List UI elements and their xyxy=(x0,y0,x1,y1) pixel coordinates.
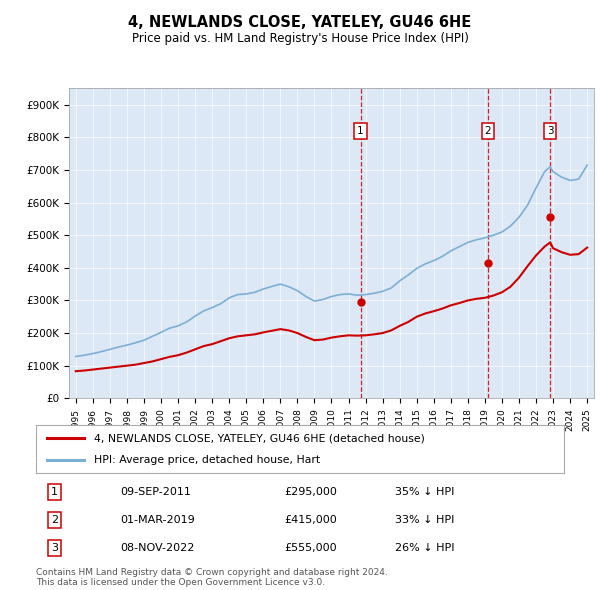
Text: 35% ↓ HPI: 35% ↓ HPI xyxy=(395,487,454,497)
Text: £555,000: £555,000 xyxy=(284,543,337,553)
Text: 2: 2 xyxy=(484,126,491,136)
Text: 4, NEWLANDS CLOSE, YATELEY, GU46 6HE: 4, NEWLANDS CLOSE, YATELEY, GU46 6HE xyxy=(128,15,472,30)
Text: HPI: Average price, detached house, Hart: HPI: Average price, detached house, Hart xyxy=(94,455,320,465)
Text: 3: 3 xyxy=(51,543,58,553)
Text: 33% ↓ HPI: 33% ↓ HPI xyxy=(395,515,454,525)
Text: 2: 2 xyxy=(51,515,58,525)
Text: 26% ↓ HPI: 26% ↓ HPI xyxy=(395,543,455,553)
Text: £415,000: £415,000 xyxy=(284,515,337,525)
Text: 01-MAR-2019: 01-MAR-2019 xyxy=(121,515,195,525)
Text: 4, NEWLANDS CLOSE, YATELEY, GU46 6HE (detached house): 4, NEWLANDS CLOSE, YATELEY, GU46 6HE (de… xyxy=(94,433,425,443)
Text: 1: 1 xyxy=(51,487,58,497)
Text: £295,000: £295,000 xyxy=(284,487,337,497)
Text: Price paid vs. HM Land Registry's House Price Index (HPI): Price paid vs. HM Land Registry's House … xyxy=(131,32,469,45)
Text: 09-SEP-2011: 09-SEP-2011 xyxy=(121,487,191,497)
Text: Contains HM Land Registry data © Crown copyright and database right 2024.
This d: Contains HM Land Registry data © Crown c… xyxy=(36,568,388,587)
Text: 1: 1 xyxy=(358,126,364,136)
Text: 3: 3 xyxy=(547,126,554,136)
Text: 08-NOV-2022: 08-NOV-2022 xyxy=(121,543,195,553)
